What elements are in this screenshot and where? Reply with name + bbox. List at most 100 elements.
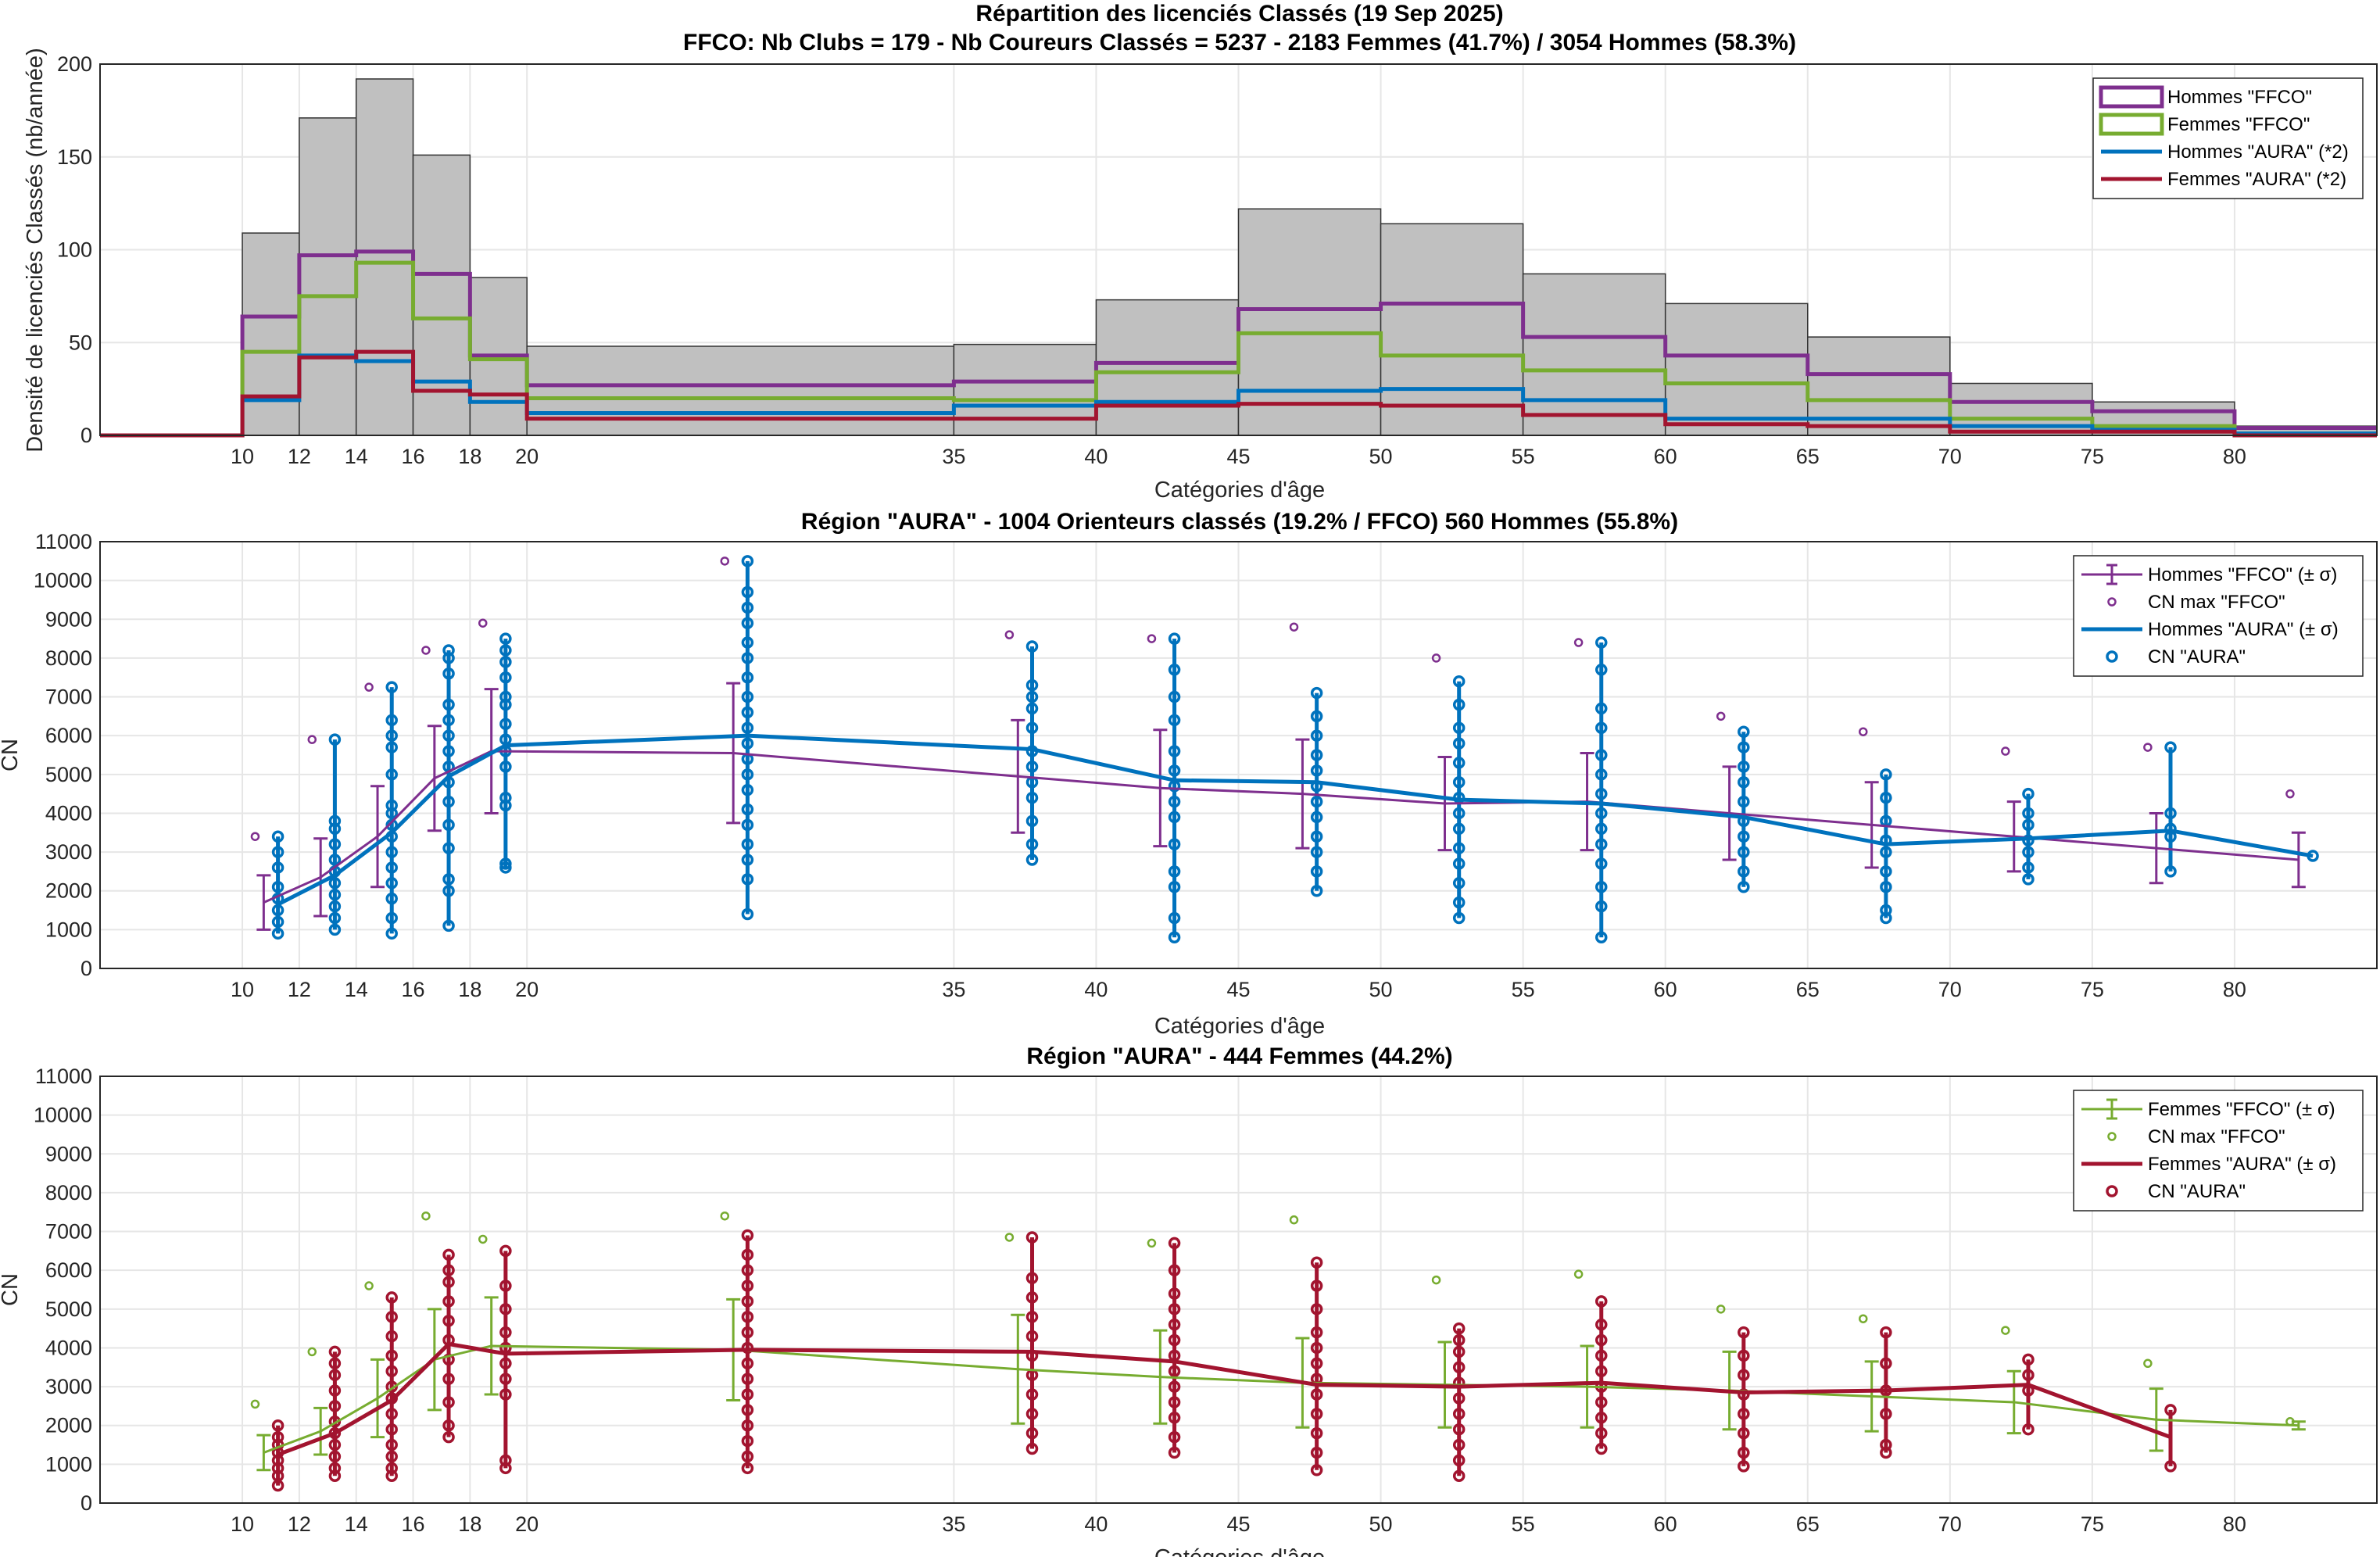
- aura-cn-point: [328, 822, 342, 836]
- aura-cn-point: [1452, 896, 1466, 909]
- y-tick-label: 200: [57, 52, 92, 76]
- aura-cn-point: [1880, 791, 1892, 804]
- aura-cn-point: [385, 799, 398, 812]
- aura-cn-point: [271, 861, 285, 874]
- aura-cn-point: [1880, 1326, 1892, 1339]
- aura-cn-point: [328, 1345, 342, 1358]
- aura-cn-point: [1168, 664, 1181, 676]
- aura-cn-point: [328, 1450, 342, 1463]
- ffco-cn-max-point: [1431, 653, 1441, 663]
- y-tick-label: 4000: [45, 801, 92, 825]
- ffco-cn-max-point: [1716, 711, 1726, 721]
- aura-cn-point: [328, 733, 342, 746]
- x-tick-label: 60: [1654, 1512, 1677, 1536]
- aura-cn-point: [271, 927, 285, 940]
- aura-cn-point: [1595, 1412, 1608, 1424]
- aura-cn-point: [271, 1430, 285, 1444]
- aura-cn-point: [1738, 1446, 1750, 1459]
- aura-cn-point: [385, 1330, 398, 1343]
- ffco-cn-max-point: [307, 1347, 317, 1357]
- x-axis-label: Catégories d'âge: [1154, 1014, 1325, 1039]
- aura-cn-point: [1595, 807, 1608, 820]
- ffco-cn-max-point: [1289, 622, 1299, 632]
- aura-cn-point: [1452, 1333, 1466, 1347]
- ffco-cn-max-point: [250, 832, 260, 841]
- x-axis-label: Catégories d'âge: [1154, 1545, 1325, 1557]
- aura-cn-point: [328, 1400, 342, 1412]
- aura-cn-point: [2164, 1460, 2177, 1473]
- aura-cn-point: [1168, 838, 1181, 850]
- y-tick-label: 9000: [45, 1142, 92, 1165]
- aura-cn-point: [442, 729, 455, 742]
- aura-cn-point: [1452, 1454, 1466, 1467]
- ffco-cn-max-point: [1573, 638, 1584, 647]
- aura-cn-point: [1025, 1310, 1039, 1323]
- aura-cn-point: [1168, 1380, 1181, 1393]
- aura-cn-point: [1025, 640, 1039, 653]
- x-tick-label: 65: [1796, 978, 1820, 1001]
- aura-cn-point: [385, 818, 398, 832]
- aura-cn-point: [442, 652, 455, 664]
- y-tick-label: 8000: [45, 1181, 92, 1204]
- aura-cn-point: [1168, 1412, 1181, 1424]
- aura-cn-point: [1168, 1264, 1181, 1276]
- aura-cn-point: [442, 745, 455, 757]
- aura-cn-point: [741, 1280, 754, 1292]
- ffco-cn-max-point: [364, 682, 374, 692]
- aura-cn-point: [1168, 1446, 1181, 1459]
- aura-cn-point: [442, 1276, 455, 1288]
- aura-cn-point: [328, 923, 342, 936]
- aura-cn-point: [442, 919, 455, 932]
- aura-cn-point: [2022, 861, 2035, 874]
- aura-mean-line: [277, 1341, 2171, 1457]
- x-tick-label: 60: [1654, 445, 1677, 468]
- aura-cn-point: [385, 1462, 398, 1475]
- legend-label: Hommes "AURA" (*2): [2167, 141, 2349, 163]
- aura-cn-point: [741, 854, 754, 866]
- aura-cn-point: [1880, 1357, 1892, 1370]
- aura-cn-point: [1595, 881, 1608, 893]
- y-tick-label: 1000: [45, 1452, 92, 1476]
- aura-cn-point: [1738, 1369, 1750, 1381]
- x-tick-label: 20: [515, 445, 539, 468]
- aura-cn-point: [1310, 749, 1323, 761]
- aura-cn-point: [442, 842, 455, 854]
- aura-cn-point: [328, 854, 342, 866]
- aura-cn-point: [2022, 1423, 2035, 1436]
- histogram-bar: [526, 345, 955, 436]
- axes-frame: [99, 63, 2378, 436]
- aura-cn-point: [1738, 1349, 1750, 1362]
- series-line-3: [100, 349, 2377, 438]
- aura-cn-point: [741, 690, 754, 703]
- aura-cn-point: [741, 601, 754, 614]
- x-tick-label: 35: [942, 445, 965, 468]
- histogram-bar: [355, 78, 414, 436]
- aura-cn-point: [499, 791, 512, 804]
- aura-cn-point: [1880, 865, 1892, 878]
- aura-cn-point: [271, 1454, 285, 1467]
- aura-cn-point: [328, 1469, 342, 1483]
- y-tick-label: 2000: [45, 1414, 92, 1437]
- aura-cn-point: [2022, 1369, 2035, 1381]
- aura-cn-point: [442, 1419, 455, 1432]
- aura-cn-point: [1595, 1396, 1608, 1408]
- aura-cn-point: [1025, 1231, 1039, 1244]
- y-tick-label: 7000: [45, 685, 92, 709]
- x-tick-label: 55: [1512, 978, 1535, 1001]
- aura-cn-point: [1025, 1291, 1039, 1304]
- aura-cn-point: [499, 857, 512, 870]
- y-tick-label: 7000: [45, 1220, 92, 1244]
- aura-cn-point: [1595, 664, 1608, 676]
- x-tick-label: 16: [402, 1512, 425, 1536]
- x-tick-label: 65: [1796, 445, 1820, 468]
- aura-cn-point: [271, 881, 285, 893]
- aura-cn-point: [442, 668, 455, 680]
- ffco-cn-max-point: [250, 1399, 260, 1409]
- aura-cn-point: [442, 795, 455, 808]
- x-tick-label: 50: [1369, 1512, 1393, 1536]
- aura-cn-point: [741, 1404, 754, 1416]
- aura-cn-point: [1452, 1345, 1466, 1358]
- aura-cn-point: [499, 1388, 512, 1401]
- aura-cn-point: [1595, 702, 1608, 715]
- aura-cn-point: [328, 1369, 342, 1381]
